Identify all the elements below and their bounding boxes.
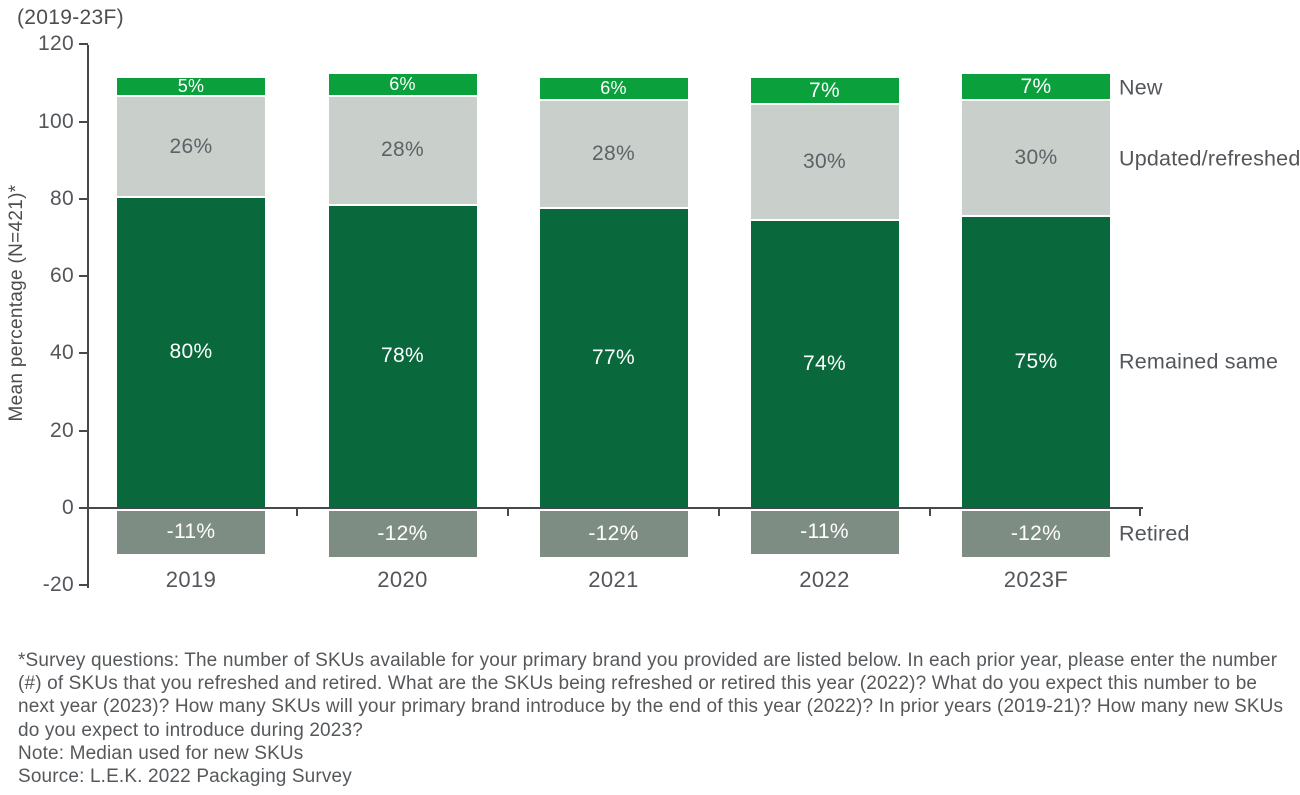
bar-value-label: 26% <box>169 134 213 158</box>
bar-segment-retired: -12% <box>539 511 688 558</box>
footnotes: *Survey questions: The number of SKUs av… <box>18 649 1292 788</box>
bar-value-label: 6% <box>389 74 416 95</box>
bar-segment-new: 6% <box>539 77 688 102</box>
bar-value-label: 30% <box>1014 146 1058 170</box>
y-tick <box>79 275 88 278</box>
bar-segment-updated-refreshed: 28% <box>328 97 477 206</box>
bar-segment-updated-refreshed: 26% <box>117 97 265 198</box>
bar-segment-new: 6% <box>328 74 477 98</box>
bar-value-label: 75% <box>1014 350 1058 374</box>
x-tick <box>1139 509 1141 516</box>
bar-segment-remained-same: 78% <box>328 205 477 507</box>
bar-value-label: -11% <box>166 520 216 544</box>
bar-value-label: 28% <box>592 142 635 166</box>
x-category-label: 2022 <box>799 567 850 592</box>
legend-label-new: New <box>1119 75 1163 100</box>
x-category-label: 2021 <box>588 567 639 592</box>
chart-title: (2019-23F) <box>17 6 124 29</box>
bar-value-label: -11% <box>800 520 849 544</box>
bar-segment-new: 5% <box>117 76 265 98</box>
y-tick <box>79 507 88 509</box>
legend-label-remained-same: Remained same <box>1119 349 1279 374</box>
y-tick <box>79 352 88 355</box>
bar-value-label: 5% <box>177 76 205 97</box>
y-tick-label: 120 <box>38 32 74 56</box>
y-axis-line <box>87 45 89 588</box>
bar-segment-retired: -11% <box>750 511 899 554</box>
bar-segment-retired: -12% <box>962 511 1110 558</box>
y-tick-label: 0 <box>62 496 74 519</box>
x-tick <box>295 509 298 516</box>
y-tick <box>79 43 88 46</box>
y-tick-label: 40 <box>50 341 74 365</box>
bar-segment-remained-same: 77% <box>539 209 688 507</box>
bar-segment-remained-same: 75% <box>962 217 1110 507</box>
y-axis-label: Mean percentage (N=421)* <box>6 184 27 422</box>
legend-label-updated-refreshed: Updated/refreshed <box>1119 146 1300 171</box>
y-tick <box>79 197 88 200</box>
y-tick-label: 100 <box>38 109 74 133</box>
legend-label-retired: Retired <box>1119 521 1190 546</box>
bar-value-label: -12% <box>1010 522 1062 546</box>
x-tick <box>718 509 720 516</box>
y-tick-label: 80 <box>50 186 74 210</box>
bar-segment-remained-same: 74% <box>750 220 899 507</box>
y-tick-label: 20 <box>50 418 74 442</box>
bar-segment-new: 7% <box>750 77 899 106</box>
bar-segment-updated-refreshed: 30% <box>750 105 899 221</box>
bar-value-label: 80% <box>169 340 213 364</box>
y-tick <box>79 584 88 587</box>
bar-value-label: 74% <box>803 351 846 375</box>
x-tick <box>929 509 931 516</box>
bar-segment-remained-same: 80% <box>117 197 265 507</box>
x-category-label: 2020 <box>377 567 428 592</box>
x-category-label: 2019 <box>165 567 217 592</box>
y-tick <box>79 429 88 432</box>
y-tick-label: 60 <box>50 264 74 288</box>
bar-value-label: 30% <box>803 150 846 173</box>
bar-segment-new: 7% <box>962 74 1110 102</box>
y-tick <box>79 120 88 123</box>
bar-value-label: -12% <box>377 522 428 546</box>
footnote-survey-questions: *Survey questions: The number of SKUs av… <box>18 650 1284 741</box>
bar-value-label: 6% <box>600 78 627 99</box>
bar-value-label: 78% <box>381 344 424 368</box>
footnote-source: Source: L.E.K. 2022 Packaging Survey <box>18 766 352 788</box>
bar-segment-updated-refreshed: 28% <box>539 101 688 210</box>
bar-value-label: 7% <box>809 78 840 102</box>
bar-segment-retired: -11% <box>117 511 265 554</box>
x-tick <box>507 509 509 516</box>
bar-value-label: -12% <box>588 522 639 546</box>
y-tick-label: -20 <box>42 573 74 597</box>
footnote-note: Note: Median used for new SKUs <box>18 742 304 764</box>
bar-segment-retired: -12% <box>328 511 477 558</box>
bar-value-label: 28% <box>381 138 424 162</box>
bar-value-label: 7% <box>1020 74 1052 98</box>
bar-value-label: 77% <box>592 346 635 370</box>
x-axis-line <box>87 507 1143 509</box>
x-category-label: 2023F <box>1003 567 1069 592</box>
bar-segment-updated-refreshed: 30% <box>962 101 1110 218</box>
